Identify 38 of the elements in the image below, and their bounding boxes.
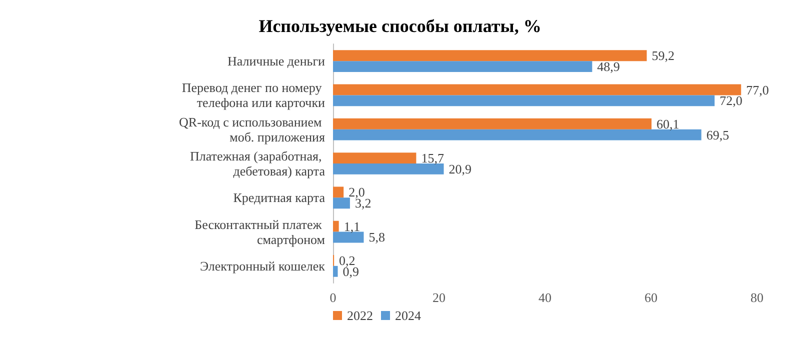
- x-tick-label: 60: [644, 290, 658, 305]
- data-label: 77,0: [746, 82, 769, 98]
- bar: [333, 95, 715, 106]
- bar: [333, 84, 742, 96]
- bar: [333, 129, 702, 140]
- bar: [333, 164, 444, 174]
- x-tick-label: 80: [750, 290, 764, 305]
- bar: [333, 152, 416, 164]
- bar: [333, 186, 344, 198]
- y-tick-label: Наличные деньги: [227, 54, 326, 69]
- data-label: 5,8: [368, 230, 385, 245]
- y-tick-label: Перевод денег по номеру телефона или карточки: [182, 80, 326, 110]
- y-tick-label: Платежная (заработная, дебетовая) карта: [190, 148, 326, 178]
- data-label: 15,7: [421, 150, 444, 166]
- legend-label: 2024: [395, 308, 422, 323]
- x-tick-label: 40: [538, 290, 552, 305]
- x-tick-label: 0: [330, 290, 336, 305]
- data-label: 72,0: [720, 93, 742, 108]
- data-label: 59,2: [652, 48, 675, 64]
- y-tick-label: Кредитная карта: [233, 190, 326, 206]
- bar: [333, 50, 647, 62]
- y-tick-label: Электронный кошелек: [200, 258, 326, 274]
- chart-title: Используемые способы оплаты, %: [258, 16, 542, 36]
- bar: [333, 220, 339, 232]
- data-label: 60,1: [656, 116, 680, 132]
- data-label: 20,9: [448, 161, 472, 176]
- bar: [333, 232, 364, 243]
- y-tick-label: QR-код с использованием моб. приложения: [179, 114, 326, 144]
- data-label: 69,5: [706, 127, 730, 142]
- data-label: 48,9: [597, 59, 620, 74]
- legend-label: 2022: [347, 308, 373, 323]
- bar: [333, 198, 350, 209]
- bar: [333, 118, 652, 130]
- bar: [333, 266, 338, 277]
- bar: [333, 61, 592, 72]
- x-tick-label: 20: [432, 290, 446, 305]
- y-tick-label: Бесконтактный платеж смартфоном: [194, 216, 325, 247]
- data-label: 1,1: [344, 218, 360, 234]
